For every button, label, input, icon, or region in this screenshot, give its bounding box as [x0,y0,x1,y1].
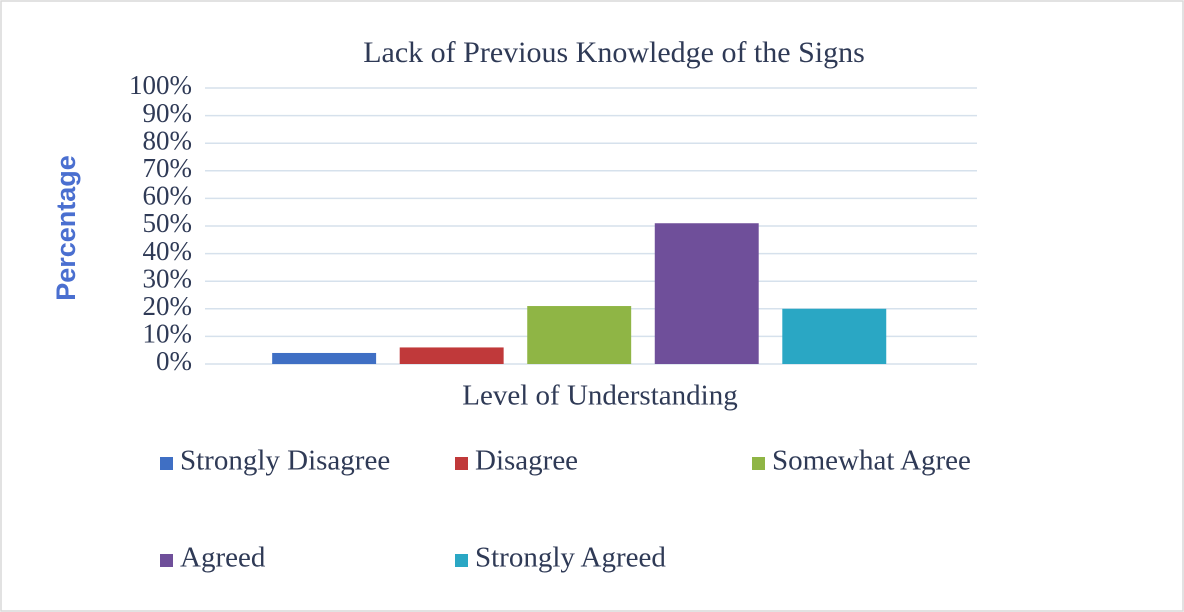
y-tick-label: 80% [143,125,193,155]
legend-label: Strongly Disagree [180,445,390,477]
y-tick-label: 50% [143,208,193,238]
legend-label: Disagree [475,445,578,477]
y-tick-label: 90% [143,98,193,128]
y-tick-label: 20% [143,291,193,321]
bar [527,306,632,364]
bar [399,347,504,364]
legend-label: Strongly Agreed [475,542,666,574]
legend-label: Somewhat Agree [772,445,971,477]
y-axis-label: Percentage [51,155,81,301]
y-tick-label: 60% [143,181,193,211]
bar [654,223,759,364]
bar [782,308,887,364]
y-tick-label: 10% [143,319,193,349]
y-tick-label: 30% [143,263,193,293]
y-tick-label: 70% [143,153,193,183]
legend-swatch [160,457,173,470]
x-axis-label: Level of Understanding [462,380,737,412]
legend-label: Agreed [180,542,266,574]
legend-swatch [455,554,468,567]
legend-swatch [160,554,173,567]
bar [272,352,377,364]
y-tick-label: 40% [143,236,193,266]
legend-swatch [455,457,468,470]
y-tick-label: 100% [129,70,192,100]
legend-swatch [752,457,765,470]
y-tick-label: 0% [156,346,192,376]
chart-title: Lack of Previous Knowledge of the Signs [363,36,865,69]
